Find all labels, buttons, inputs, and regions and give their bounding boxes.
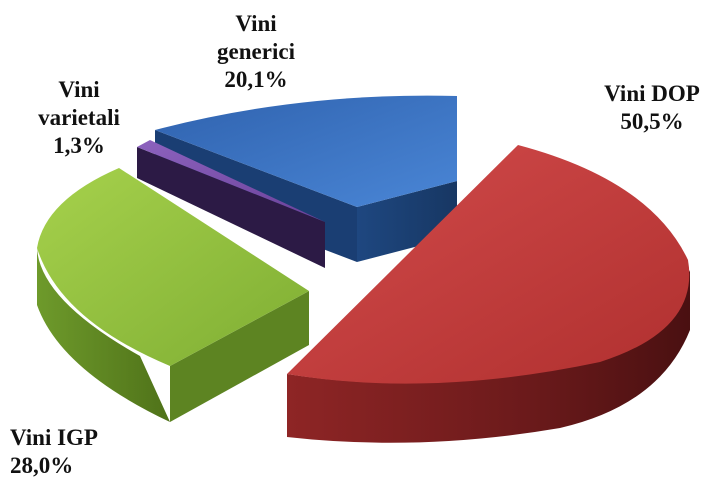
slice-vini-varietali	[137, 140, 325, 222]
label-vini-varietali-line2: varietali	[38, 105, 120, 130]
label-vini-varietali-value: 1,3%	[53, 133, 105, 158]
slice-vini-dop	[287, 145, 690, 384]
slice-vini-igp	[37, 168, 309, 366]
label-vini-dop: Vini DOP 50,5%	[592, 80, 712, 136]
label-vini-varietali: Vini varietali 1,3%	[24, 76, 134, 160]
label-vini-generici: Vini generici 20,1%	[196, 10, 316, 94]
slice-depth-vini-dop	[287, 270, 690, 443]
label-vini-igp-value: 28,0%	[10, 453, 74, 478]
label-vini-dop-value: 50,5%	[620, 109, 684, 134]
pie-slices	[37, 95, 690, 384]
label-vini-dop-line1: Vini DOP	[604, 81, 700, 106]
slice-depth-vini-igp	[37, 248, 170, 422]
label-vini-generici-value: 20,1%	[224, 67, 288, 92]
label-vini-generici-line1: Vini	[235, 11, 277, 36]
label-vini-varietali-line1: Vini	[58, 77, 100, 102]
label-vini-igp: Vini IGP 28,0%	[10, 424, 150, 480]
slice-depth-vini-igp-inner	[170, 291, 309, 422]
pie-depth	[37, 130, 690, 443]
label-vini-generici-line2: generici	[217, 39, 295, 64]
label-vini-igp-line1: Vini IGP	[10, 425, 98, 450]
slice-depth-vini-varietali	[137, 147, 325, 268]
slice-vini-generici	[155, 95, 457, 207]
